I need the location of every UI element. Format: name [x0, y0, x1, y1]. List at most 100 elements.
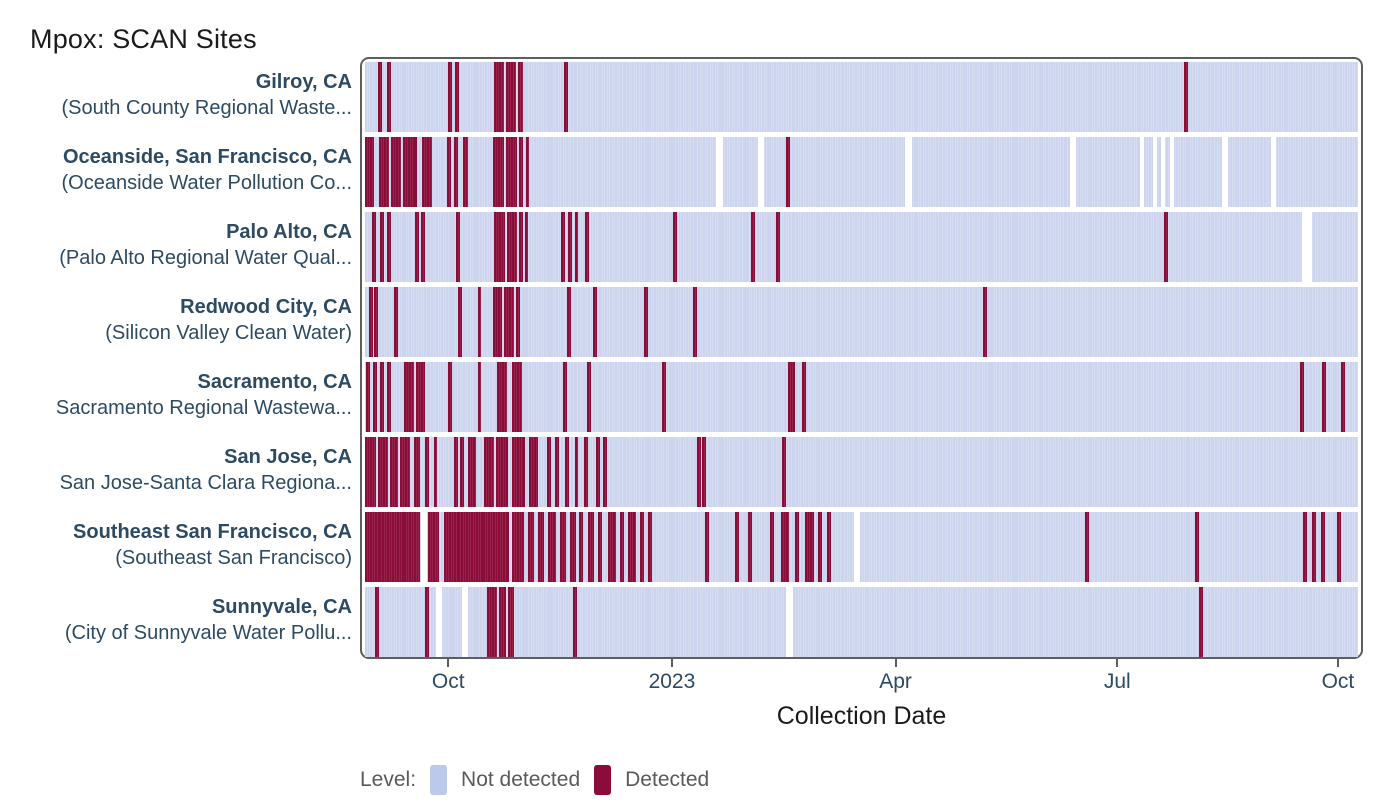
detected-stripe [499, 587, 506, 657]
detected-stripe [365, 137, 374, 207]
site-band-oceanside-san-francisco-ca [365, 137, 1358, 207]
detected-stripe [456, 212, 461, 282]
missing-data-gap [1302, 212, 1313, 282]
detected-stripe [494, 212, 505, 282]
detected-stripe [448, 362, 453, 432]
plot-area [360, 57, 1363, 659]
detected-stripe [511, 512, 524, 582]
detected-stripe [701, 437, 706, 507]
detected-stripe [559, 512, 566, 582]
site-label-san-jose-ca: San Jose, CA San Jose-Santa Clara Regiona… [0, 435, 352, 505]
detected-stripe [525, 137, 529, 207]
detected-stripe [794, 512, 799, 582]
detected-stripe [389, 437, 398, 507]
detected-stripe [386, 362, 391, 432]
missing-data-gap [1070, 137, 1076, 207]
x-tick-label: Oct [1321, 670, 1355, 693]
site-facility: Sacramento Regional Wastewa... [55, 397, 352, 419]
missing-data-gap [905, 137, 913, 207]
detected-stripe [506, 137, 517, 207]
detected-stripe [420, 212, 425, 282]
detected-swatch [594, 765, 612, 795]
detected-stripe [527, 512, 534, 582]
detected-stripe [588, 512, 595, 582]
site-facility: (City of Sunnyvale Water Pollu... [64, 622, 352, 644]
detected-stripe [584, 437, 589, 507]
detected-stripe [497, 362, 507, 432]
detected-stripe [415, 362, 425, 432]
detected-stripe [454, 137, 459, 207]
detected-stripe [598, 512, 603, 582]
detected-stripe [563, 62, 568, 132]
detected-stripe [770, 512, 775, 582]
detected-stripe [377, 437, 388, 507]
detected-stripe [496, 437, 508, 507]
detected-stripe [421, 137, 432, 207]
legend: Level: Not detected Detected [360, 760, 709, 800]
detected-stripe [403, 362, 414, 432]
detected-stripe [1084, 512, 1089, 582]
detected-stripe [378, 137, 389, 207]
detected-stripe [365, 437, 376, 507]
detected-stripe [661, 362, 666, 432]
x-tick-label: 2023 [648, 670, 696, 693]
detected-stripe [455, 62, 460, 132]
detected-stripe [547, 512, 556, 582]
site-city: Gilroy, CA [255, 71, 352, 93]
detected-stripe [390, 137, 401, 207]
detected-stripe [515, 287, 520, 357]
detected-stripe [751, 212, 756, 282]
missing-data-gap [786, 587, 793, 657]
site-city: Oceanside, San Francisco, CA [63, 146, 352, 168]
detected-stripe [644, 287, 648, 357]
x-tick-mark [894, 659, 897, 667]
not-detected-swatch [430, 765, 448, 795]
detected-stripe [374, 587, 379, 657]
missing-data-gap [715, 137, 724, 207]
detected-stripe [776, 212, 781, 282]
x-tick-label: Oct [431, 670, 465, 693]
site-facility: (Silicon Valley Clean Water) [105, 322, 352, 344]
row-labels: Gilroy, CA (South County Regional Waste..… [0, 57, 352, 659]
detected-stripe [566, 287, 571, 357]
detected-stripe [1195, 512, 1200, 582]
legend-title: Level: [360, 768, 417, 791]
missing-data-gap [462, 587, 469, 657]
missing-data-gap [420, 512, 427, 582]
chart-title: Mpox: SCAN Sites [30, 24, 257, 54]
site-band-sunnyvale-ca [365, 587, 1358, 657]
detected-stripe [511, 362, 522, 432]
site-band-southeast-san-francisco-ca [365, 512, 1358, 582]
detected-stripe [982, 287, 987, 357]
detected-stripe [424, 437, 429, 507]
detected-stripe [371, 212, 376, 282]
detected-stripe [735, 512, 740, 582]
detected-stripe [788, 362, 795, 432]
missing-data-gap [1139, 137, 1144, 207]
detected-stripe [493, 287, 503, 357]
detected-stripe [365, 362, 370, 432]
detected-stripe [781, 512, 789, 582]
detected-stripe [424, 587, 429, 657]
detected-stripe [1312, 512, 1317, 582]
detected-stripe [379, 362, 384, 432]
site-label-oceanside-san-francisco-ca: Oceanside, San Francisco, CA (Oceanside W… [0, 135, 353, 205]
missing-data-gap [1270, 137, 1276, 207]
detected-stripe [537, 512, 544, 582]
detected-stripe [620, 512, 625, 582]
detected-stripe [458, 287, 463, 357]
detected-stripe [574, 212, 579, 282]
x-tick-mark [1116, 659, 1119, 667]
detected-stripe [608, 512, 617, 582]
detected-stripe [373, 287, 378, 357]
site-band-sacramento-ca [365, 362, 1358, 432]
legend-item-label: Detected [625, 768, 710, 791]
detected-stripe [484, 437, 495, 507]
site-city: Palo Alto, CA [226, 221, 352, 243]
detected-stripe [560, 212, 565, 282]
detected-stripe [494, 62, 504, 132]
x-tick-label: Jul [1103, 670, 1131, 693]
detected-stripe [804, 512, 814, 582]
missing-data-gap [1221, 137, 1228, 207]
missing-data-gap [436, 587, 443, 657]
